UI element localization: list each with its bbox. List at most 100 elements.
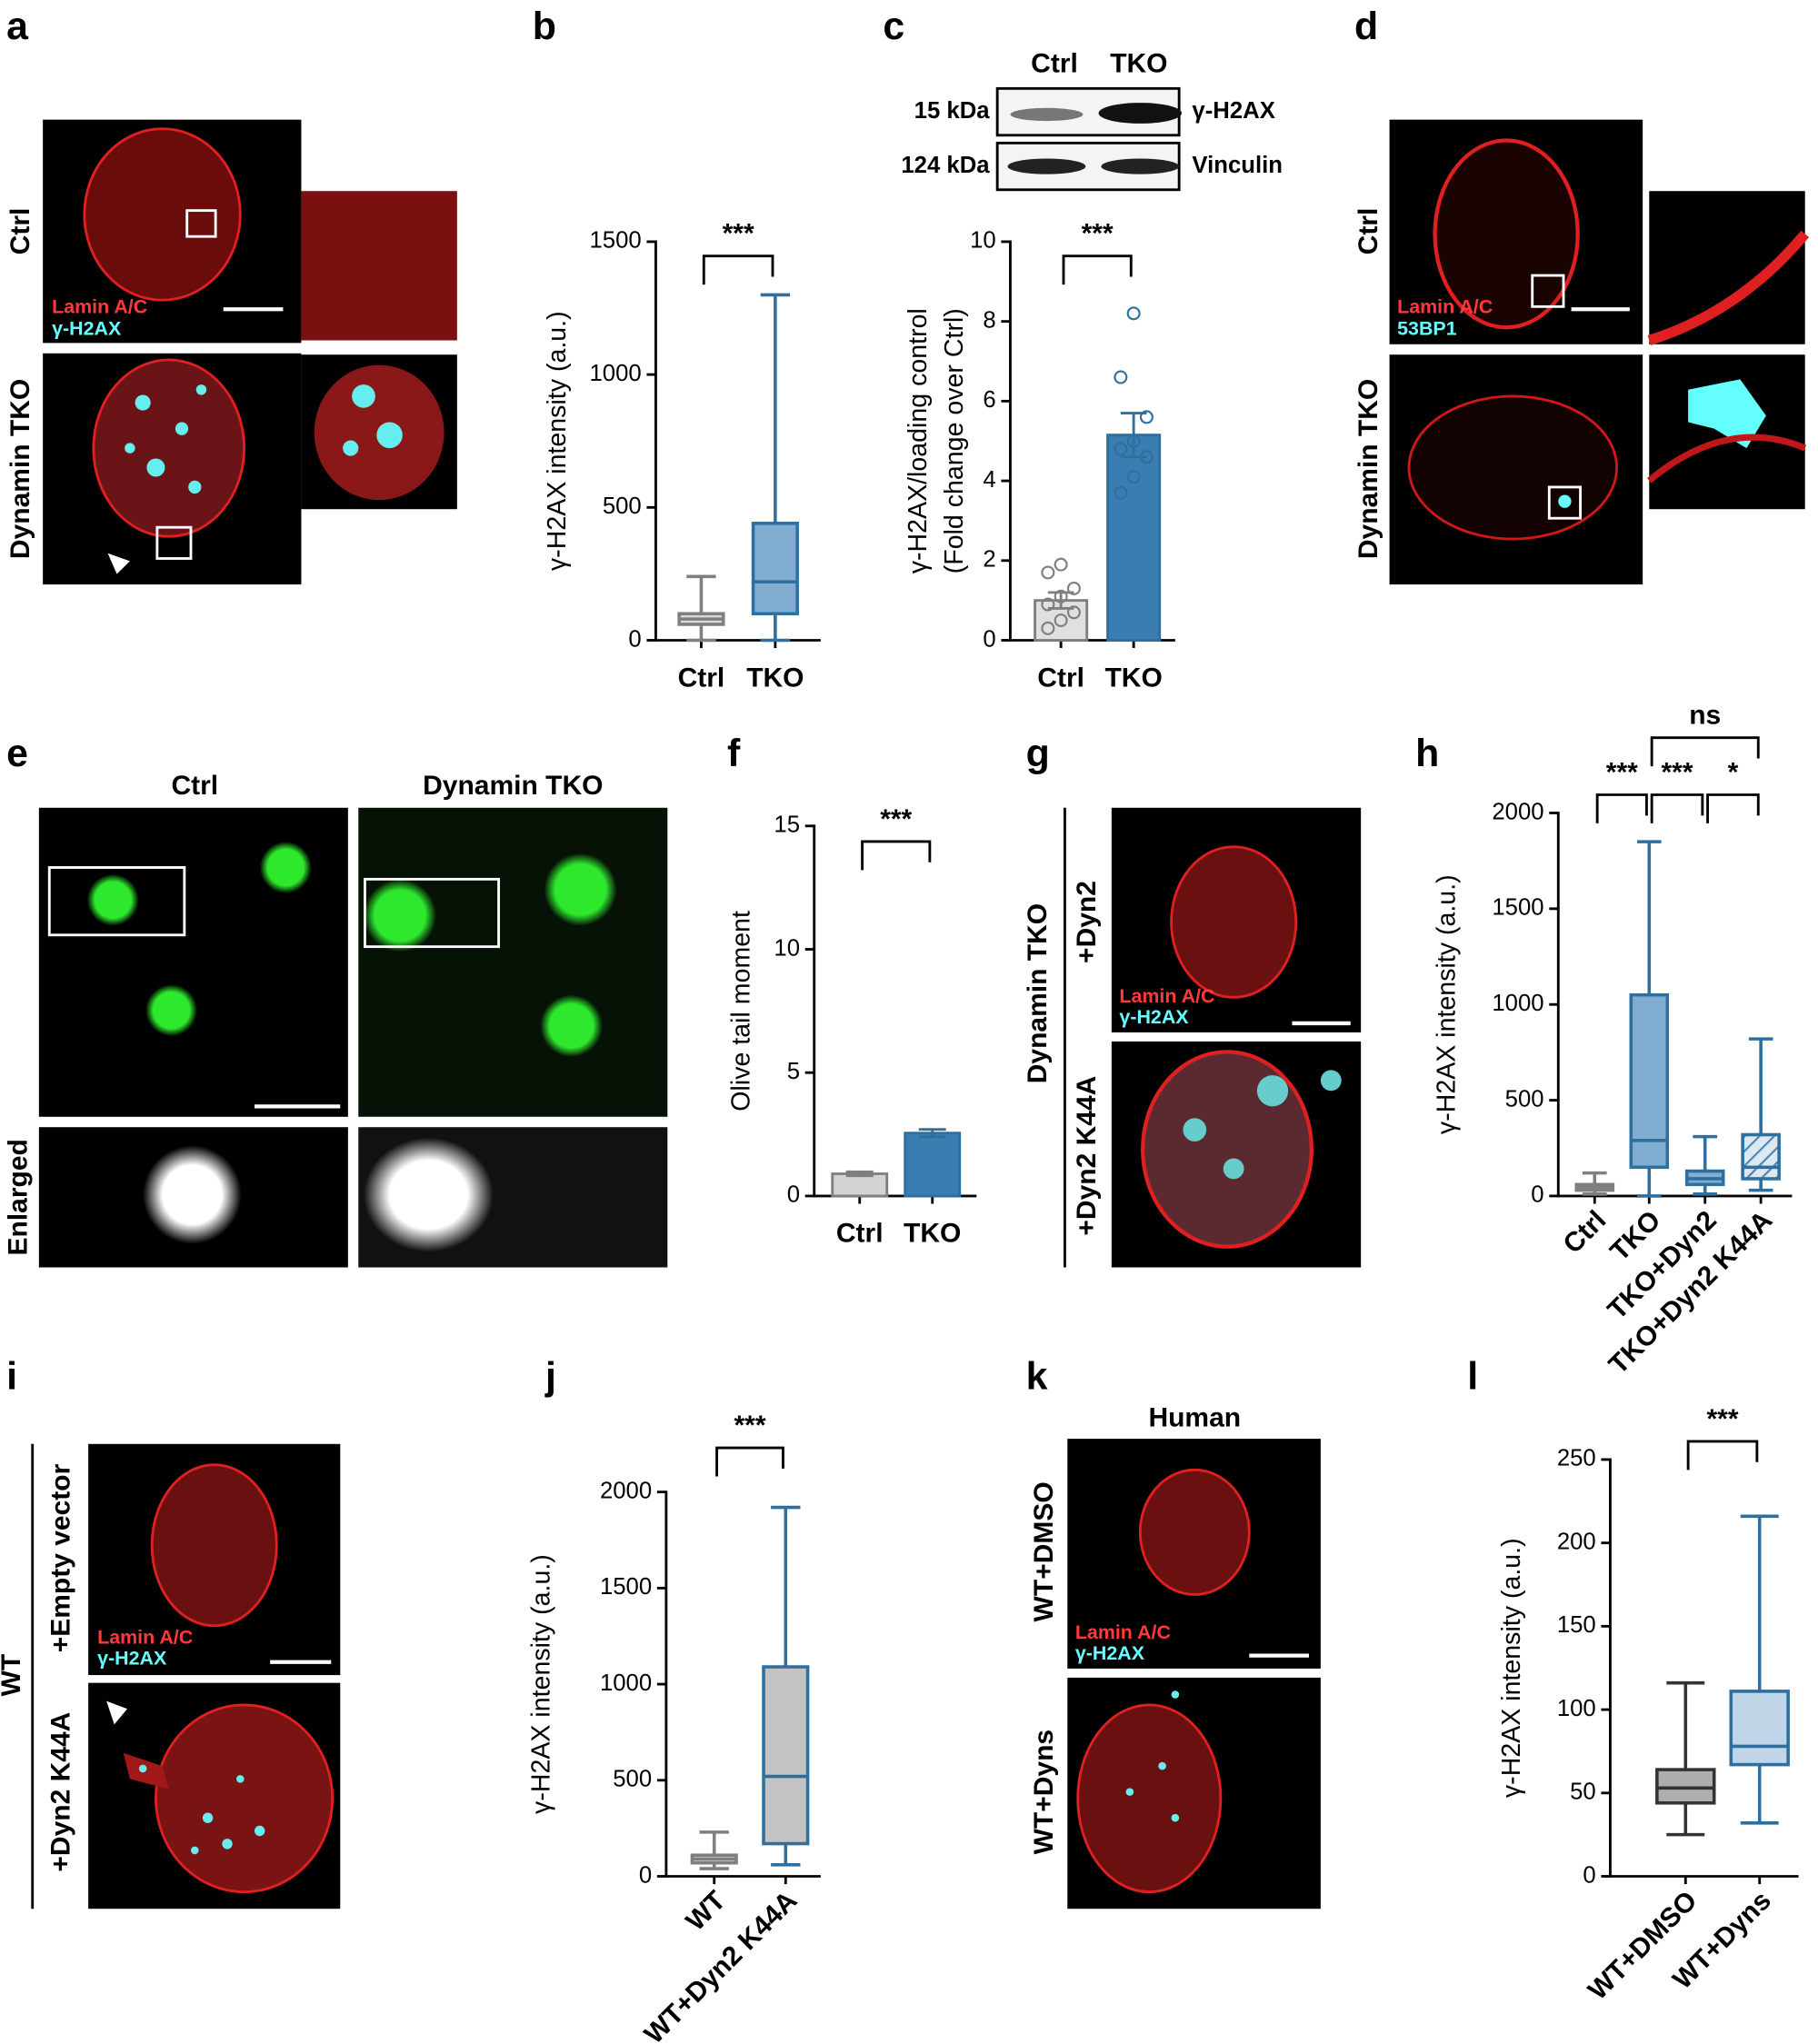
significance-label: ***: [1606, 758, 1638, 788]
y-tick-label: 100: [1557, 1696, 1596, 1721]
chart: b 0 500 1000 1500 γ-H2AX intensity (a.u.) Ctrl…: [533, 5, 821, 693]
zoom-box: [1531, 274, 1565, 308]
y-tick-label: 15: [774, 813, 800, 838]
y-tick-label: 0: [787, 1182, 800, 1208]
panel-a: a Lamin A/C γ-H2AX Ctrl Dynamin TKO: [5, 5, 457, 585]
comet-head: [143, 1145, 242, 1244]
chart: h 0 500 1000 1500 2000 γ-H2AX intensity (a.u.)…: [1415, 701, 1793, 1381]
comet-head: [364, 1137, 494, 1252]
zoom-box: [1547, 485, 1583, 520]
foci: [343, 384, 403, 456]
panel-k: k Human WT+DMSO WT+Dyns Lamin A/C γ-H2AX: [1026, 1355, 1321, 1909]
protein-label: γ-H2AX: [1192, 98, 1274, 124]
stain-label: Lamin A/C: [1119, 985, 1214, 1007]
y-tick-label: 4: [983, 467, 995, 493]
y-tick-label: 0: [1583, 1862, 1595, 1888]
box: [1629, 992, 1670, 1170]
micrograph: [358, 807, 668, 1117]
nucleus: [1170, 845, 1298, 999]
significance-bracket: [1595, 793, 1648, 823]
panel-title: Human: [1148, 1403, 1241, 1433]
panel-letter: e: [6, 732, 28, 775]
y-axis-title: γ-H2AX intensity (a.u.): [1432, 874, 1461, 1134]
panel-letter: k: [1026, 1355, 1048, 1399]
data-point: [1139, 410, 1154, 424]
stain-label: Lamin A/C: [1397, 295, 1493, 317]
significance-bracket: [861, 840, 932, 871]
zoom-box: [185, 209, 217, 238]
row-label: WT+DMSO: [1029, 1481, 1059, 1621]
column-label: Ctrl: [171, 771, 218, 801]
x-tick-label: Ctrl: [1558, 1205, 1613, 1260]
y-tick-label: 1500: [600, 1574, 652, 1600]
y-tick-label: 2000: [1492, 799, 1543, 824]
band: [1098, 103, 1182, 124]
y-tick-label: 1000: [590, 361, 642, 386]
y-tick-label: 250: [1557, 1446, 1596, 1471]
band: [1010, 107, 1084, 122]
panel-letter: b: [533, 5, 556, 48]
panel-letter: l: [1467, 1355, 1478, 1399]
inset: [301, 191, 457, 341]
panel-letter: j: [544, 1355, 556, 1399]
nucleus: [150, 1463, 278, 1628]
x-tick-label: TKO: [746, 663, 804, 693]
y-tick-label: 0: [628, 626, 641, 652]
row-label: WT+Dyns: [1029, 1730, 1059, 1855]
lane-label: TKO: [1110, 49, 1167, 79]
size-label: 124 kDa: [901, 153, 990, 178]
y-tick-label: 1500: [1492, 895, 1543, 921]
data-point: [1139, 450, 1154, 464]
nucleus: [1076, 1703, 1223, 1894]
bar: [1106, 434, 1162, 642]
y-tick-label: 5: [787, 1059, 800, 1084]
box: [1655, 1768, 1716, 1805]
y-tick-label: 500: [603, 494, 642, 519]
row-label: Dynamin TKO: [1354, 379, 1383, 559]
x-tick-label: TKO: [904, 1219, 961, 1249]
panel-letter: d: [1354, 5, 1378, 48]
chart: c 0 2 4 6 8 10 γ-H2AX/loading control (Fold chan…: [883, 5, 1175, 693]
y-tick-label: 0: [983, 626, 995, 652]
stain-label: γ-H2AX: [97, 1648, 167, 1670]
bleb: [123, 1752, 169, 1790]
foci: [1125, 1690, 1180, 1822]
y-tick-label: 6: [983, 387, 995, 413]
significance-label: ***: [1706, 1404, 1738, 1434]
row-label: Ctrl: [5, 208, 35, 255]
panel-d: d Lamin A/C 53BP1 Ctrl Dynamin TKO: [1354, 5, 1810, 585]
box: [762, 1665, 810, 1846]
y-tick-label: 500: [1505, 1086, 1544, 1112]
x-tick-label: Ctrl: [1037, 663, 1084, 693]
panel-letter: i: [6, 1355, 17, 1399]
y-tick-label: 1000: [600, 1670, 652, 1696]
y-tick-label: 0: [1531, 1182, 1543, 1208]
nucleus: [1433, 138, 1580, 330]
significance-label: ns: [1689, 701, 1721, 731]
y-tick-label: 200: [1557, 1529, 1596, 1554]
protein-label: Vinculin: [1192, 153, 1283, 178]
focus: [1558, 494, 1572, 508]
y-tick-label: 1500: [590, 228, 642, 254]
inset-rim: [1647, 434, 1807, 484]
data-point: [1041, 565, 1055, 580]
row-label: +Dyn2: [1072, 881, 1102, 963]
y-tick-label: 150: [1557, 1612, 1596, 1638]
significance-bracket: [715, 1446, 784, 1477]
panel-e: e Ctrl Dynamin TKO Enlarged: [3, 732, 668, 1268]
row-label: Dynamin TKO: [5, 379, 35, 559]
significance-label: *: [1728, 758, 1739, 788]
data-point: [1054, 613, 1068, 628]
zoom-box: [47, 866, 186, 937]
size-label: 15 kDa: [914, 98, 991, 124]
bar: [904, 1132, 962, 1198]
nucleus: [1407, 394, 1618, 541]
band: [1101, 158, 1180, 174]
inset: [1649, 191, 1805, 344]
data-point: [1126, 306, 1141, 321]
panel-letter: h: [1415, 732, 1439, 775]
data-point: [1114, 442, 1128, 456]
data-point: [1126, 434, 1141, 448]
